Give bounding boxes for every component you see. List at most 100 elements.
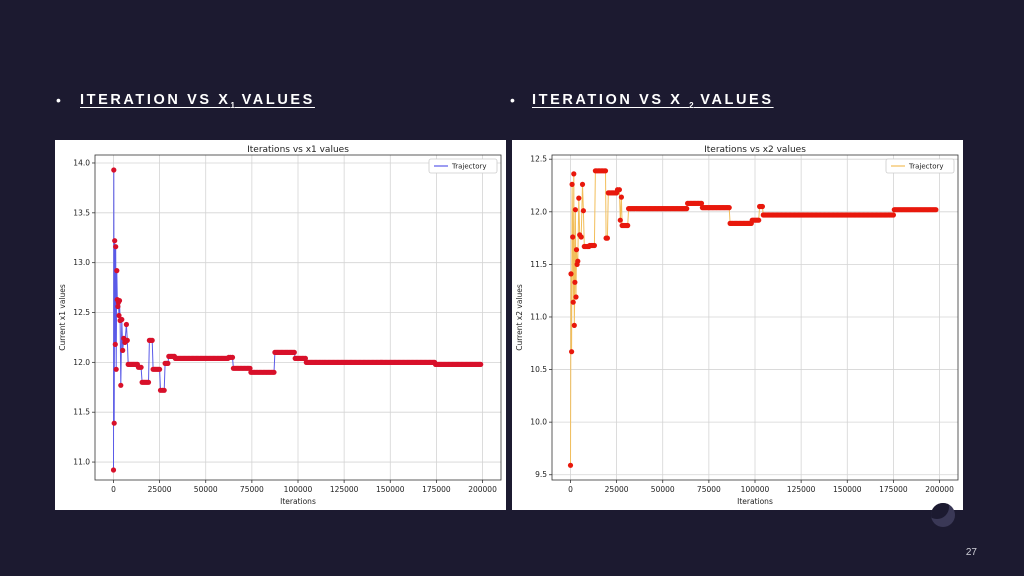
chart2-legend-label: Trajectory — [908, 163, 944, 171]
chart1-point — [116, 312, 122, 319]
chart1-point — [111, 167, 117, 173]
chart1-point — [113, 244, 119, 250]
chart2-point — [568, 271, 574, 277]
chart-x1-panel: Iterations vs x1 values 0 25000 50000 75000 1… — [55, 140, 506, 510]
chart2-point — [571, 322, 577, 328]
chart1-frame — [94, 154, 502, 481]
chart-x2-panel: Iterations vs x2 values 0 25000 50000 75000 1… — [512, 140, 963, 510]
chart1-legend-label: Trajectory — [451, 163, 487, 171]
chart2-point — [933, 207, 939, 213]
chart2-point — [576, 195, 582, 201]
chart1-xtick-label: 125000 — [330, 485, 359, 494]
chart2-point — [571, 171, 577, 177]
chart2-point — [573, 294, 579, 300]
chart1-point — [123, 321, 129, 328]
chart2-point — [572, 207, 578, 213]
chart1-point — [118, 382, 124, 388]
chart1-ytick-label: 11.5 — [73, 408, 90, 417]
chart2-xtick-label: 100000 — [741, 485, 770, 494]
chart2-point — [578, 234, 584, 240]
chart2-ytick-label: 10.0 — [530, 418, 547, 427]
chart2-xtick-label: 150000 — [833, 485, 862, 494]
chart1-xlabel: Iterations — [280, 497, 316, 506]
chart2-ytick-label: 9.5 — [535, 470, 547, 479]
chart1-ytick-label: 11.0 — [73, 458, 90, 467]
heading-x1: ITERATION VS X1 VALUES — [80, 92, 315, 110]
chart2-title: Iterations vs x2 values — [704, 145, 806, 155]
chart1-ytick-label: 14.0 — [73, 158, 90, 167]
chart1-point — [229, 354, 236, 360]
chart1-point — [119, 316, 125, 323]
chart1-point — [124, 337, 130, 343]
chart2-point — [580, 208, 586, 214]
chart1-legend-box — [428, 158, 498, 174]
heading-x1-rest: VALUES — [234, 92, 315, 108]
chart1-point — [145, 379, 152, 385]
chart1-ylabel: Current x1 values — [58, 284, 67, 351]
bullet-x1: • — [56, 92, 61, 108]
chart1-title: Iterations vs x1 values — [247, 145, 349, 155]
chart1-xtick-label: 0 — [111, 485, 116, 494]
page-number: 27 — [965, 547, 977, 558]
chart1-point — [291, 349, 297, 355]
heading-x1-subscript: 1 — [230, 100, 235, 110]
chart-x2: Iterations vs x2 values 0 25000 50000 75000 1… — [515, 145, 959, 506]
chart2-ytick-label: 10.5 — [530, 365, 547, 374]
chart2-point — [759, 203, 765, 210]
heading-x1-text: ITERATION VS X — [80, 92, 231, 108]
chart2-xtick-label: 0 — [568, 485, 573, 494]
chart2-point — [602, 168, 609, 174]
chart1-point — [157, 366, 163, 372]
chart2-point — [756, 217, 762, 223]
bullet-x2: • — [510, 92, 515, 108]
chart1-xtick-label: 75000 — [240, 485, 264, 494]
chart2-xtick-label: 175000 — [879, 485, 908, 494]
chart2-point — [890, 212, 896, 218]
chart1-ytick-label: 12.0 — [73, 358, 90, 367]
chart2-point — [569, 181, 575, 187]
moon-decoration — [931, 503, 955, 527]
chart-x1: Iterations vs x1 values 0 25000 50000 75000 1… — [58, 145, 502, 506]
chart1-ytick-label: 13.0 — [73, 258, 90, 267]
chart2-ytick-label: 11.5 — [530, 260, 547, 269]
chart1-point — [161, 387, 167, 393]
chart2-point — [591, 242, 597, 249]
chart2-point — [684, 206, 690, 212]
chart2-ytick-label: 12.5 — [530, 155, 547, 164]
chart2-frame — [551, 154, 959, 481]
chart2-point — [579, 181, 586, 187]
chart1-point — [302, 355, 308, 361]
chart2-legend-box — [885, 158, 955, 174]
chart2-xtick-label: 50000 — [651, 485, 675, 494]
chart2-point — [617, 217, 623, 223]
chart2-point — [570, 299, 576, 305]
chart1-point — [116, 298, 123, 304]
chart2-point — [570, 234, 576, 240]
chart2-point — [569, 349, 575, 355]
chart2-point — [625, 222, 631, 229]
chart2-point — [698, 200, 705, 206]
chart1-point — [112, 341, 118, 347]
chart1-point — [138, 364, 144, 370]
chart1-point — [112, 238, 118, 244]
chart1-point — [247, 365, 253, 371]
chart1-point — [110, 467, 117, 473]
chart2-xtick-label: 75000 — [697, 485, 721, 494]
chart2-point — [573, 247, 580, 253]
heading-x2-text: ITERATION VS X — [532, 92, 690, 108]
chart1-point — [114, 268, 120, 274]
chart1-point — [120, 347, 126, 353]
chart1-point — [478, 361, 484, 367]
chart1-point — [165, 360, 171, 366]
heading-x2-rest: VALUES — [693, 92, 774, 108]
chart1-point — [113, 366, 119, 372]
chart1-point — [149, 337, 155, 343]
chart2-point — [567, 462, 574, 468]
chart1-series-line — [113, 169, 481, 471]
chart1-xtick-label: 25000 — [148, 485, 172, 494]
chart1-xtick-label: 150000 — [376, 485, 405, 494]
chart1-xtick-label: 100000 — [284, 485, 313, 494]
chart1-ytick-label: 12.5 — [73, 308, 90, 317]
heading-x2: ITERATION VS X 2 VALUES — [532, 92, 774, 110]
chart2-ytick-label: 11.0 — [530, 312, 547, 321]
